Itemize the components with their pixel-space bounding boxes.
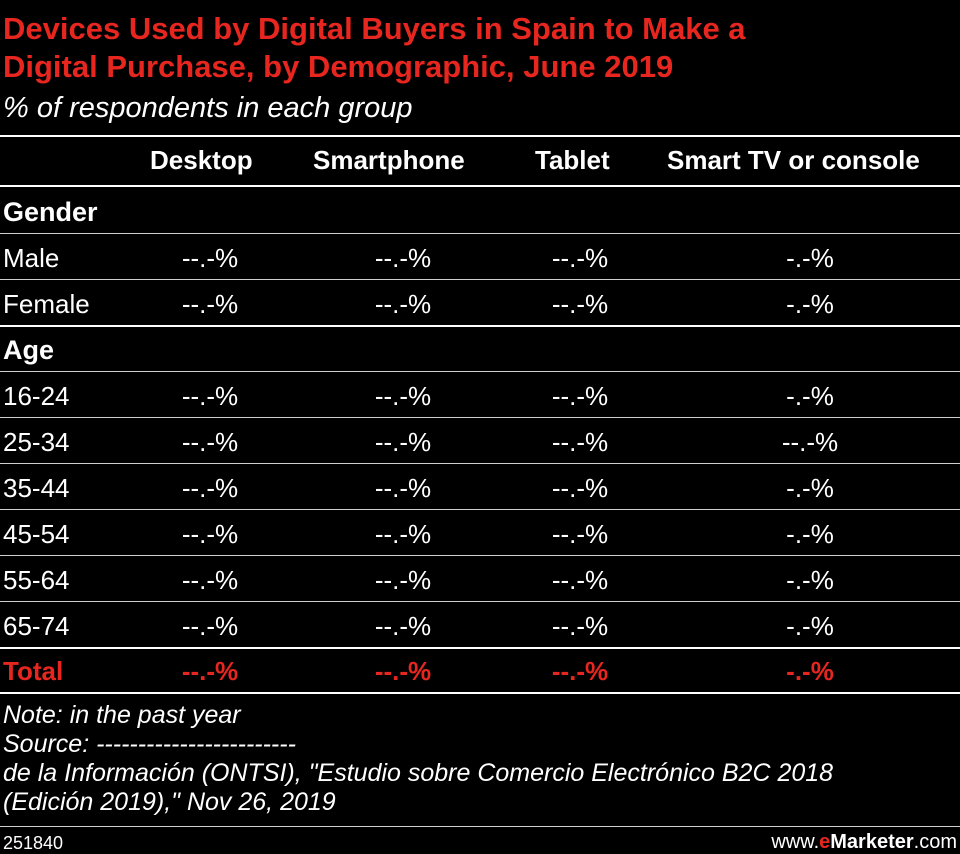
column-header-tablet: Tablet	[535, 145, 610, 175]
total-cell: --.-%	[181, 656, 239, 686]
table-cell: --.-%	[181, 611, 239, 641]
total-rule	[0, 647, 960, 649]
table-cell: -.-%	[786, 289, 834, 319]
row-divider	[0, 601, 960, 602]
row-divider	[0, 555, 960, 556]
source-line-3: (Edición 2019)," Nov 26, 2019	[3, 788, 336, 816]
table-cell: --.-%	[781, 427, 839, 457]
table-cell: --.-%	[181, 381, 239, 411]
row-divider	[0, 509, 960, 510]
footer-rule	[0, 826, 960, 827]
chart-title-line-2: Digital Purchase, by Demographic, June 2…	[3, 49, 674, 84]
table-cell: --.-%	[374, 427, 432, 457]
source-line-1: Source: ------------------------	[3, 730, 296, 758]
table-cell: -.-%	[786, 565, 834, 595]
logo-prefix: www.	[771, 831, 820, 853]
table-cell: --.-%	[551, 473, 609, 503]
table-cell: -.-%	[786, 473, 834, 503]
header-rule	[0, 185, 960, 187]
table-cell: --.-%	[374, 381, 432, 411]
group-label-gender: Gender	[3, 197, 98, 227]
table-cell: --.-%	[181, 565, 239, 595]
table-cell: --.-%	[551, 427, 609, 457]
row-divider	[0, 371, 960, 372]
table-cell: --.-%	[181, 519, 239, 549]
row-divider	[0, 233, 960, 234]
table-cell: --.-%	[374, 473, 432, 503]
logo-e: e	[819, 831, 831, 853]
logo-suffix: .com	[913, 831, 957, 853]
table-cell: --.-%	[551, 289, 609, 319]
row-label-45-54: 45-54	[3, 519, 70, 549]
table-bottom-rule	[0, 692, 960, 694]
table-top-rule	[0, 135, 960, 137]
column-header-smartphone: Smartphone	[313, 145, 465, 175]
column-header-smart-tv: Smart TV or console	[667, 145, 920, 175]
group-label-age: Age	[3, 335, 55, 365]
row-label-male: Male	[3, 243, 60, 273]
source-line-2: de la Información (ONTSI), "Estudio sobr…	[3, 759, 834, 787]
chart-title: Devices Used by Digital Buyers in Spain …	[3, 10, 953, 86]
total-cell: -.-%	[786, 656, 834, 686]
table-cell: --.-%	[374, 289, 432, 319]
chart-subtitle: % of respondents in each group	[3, 92, 413, 124]
row-divider	[0, 463, 960, 464]
table-cell: --.-%	[374, 611, 432, 641]
row-label-total: Total	[3, 656, 64, 686]
table-cell: -.-%	[786, 381, 834, 411]
table-cell: --.-%	[374, 519, 432, 549]
table-cell: -.-%	[786, 519, 834, 549]
table-cell: --.-%	[551, 519, 609, 549]
total-cell: --.-%	[551, 656, 609, 686]
table-cell: -.-%	[786, 243, 834, 273]
column-header-desktop: Desktop	[150, 145, 253, 175]
row-divider	[0, 417, 960, 418]
table-cell: --.-%	[551, 243, 609, 273]
table-cell: -.-%	[786, 611, 834, 641]
table-cell: --.-%	[551, 381, 609, 411]
logo-name: Marketer	[830, 831, 914, 853]
table-cell: --.-%	[551, 611, 609, 641]
row-label-16-24: 16-24	[3, 381, 70, 411]
row-label-female: Female	[3, 289, 90, 319]
note: Note: in the past year	[3, 701, 241, 729]
chart-title-line-1: Devices Used by Digital Buyers in Spain …	[3, 11, 746, 46]
group-rule	[0, 325, 960, 327]
table-cell: --.-%	[374, 565, 432, 595]
table-cell: --.-%	[181, 427, 239, 457]
row-divider	[0, 279, 960, 280]
table-cell: --.-%	[551, 565, 609, 595]
row-label-55-64: 55-64	[3, 565, 70, 595]
table-cell: --.-%	[181, 289, 239, 319]
table-cell: --.-%	[181, 243, 239, 273]
row-label-65-74: 65-74	[3, 611, 70, 641]
row-label-25-34: 25-34	[3, 427, 70, 457]
total-cell: --.-%	[374, 656, 432, 686]
emarketer-logo: www.eMarketer.com	[771, 831, 957, 853]
table-cell: --.-%	[374, 243, 432, 273]
table-cell: --.-%	[181, 473, 239, 503]
chart-id: 251840	[3, 833, 64, 853]
row-label-35-44: 35-44	[3, 473, 70, 503]
